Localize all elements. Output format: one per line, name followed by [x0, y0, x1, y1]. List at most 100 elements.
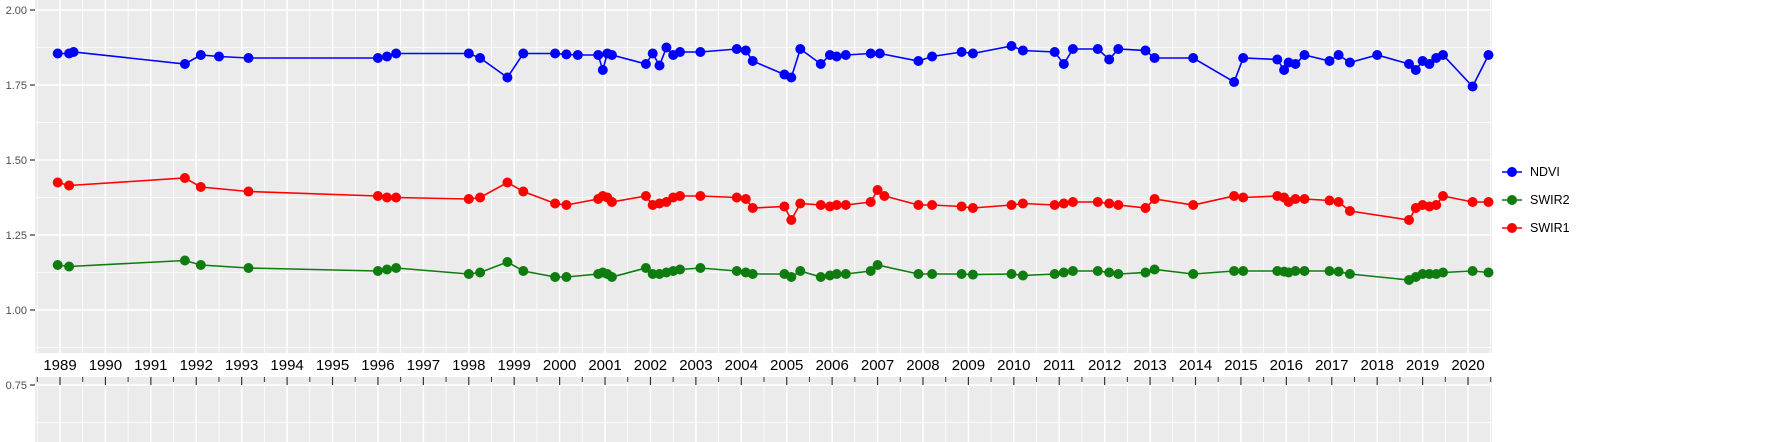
- data-point-ndvi: [967, 48, 978, 59]
- data-point-swir1: [675, 191, 685, 201]
- data-point-swir2: [795, 266, 806, 276]
- data-point-ndvi: [1149, 53, 1160, 63]
- x-axis-label: 2003: [679, 357, 712, 374]
- x-axis-label: 2006: [815, 357, 848, 374]
- x-axis-label: 2017: [1315, 357, 1348, 374]
- data-point-swir1: [640, 191, 651, 201]
- y-axis-label: 1.75: [6, 80, 27, 92]
- x-axis-label: 1999: [498, 357, 531, 374]
- x-axis-label: 2009: [952, 357, 985, 374]
- data-point-swir1: [967, 203, 978, 213]
- data-point-swir1: [872, 185, 883, 195]
- data-point-ndvi: [831, 51, 842, 62]
- x-axis-label: 2008: [906, 357, 939, 374]
- x-axis-label: 2002: [634, 357, 667, 374]
- x-axis-label: 2018: [1360, 357, 1393, 374]
- data-point-swir2: [927, 269, 938, 279]
- data-point-swir1: [1092, 197, 1103, 207]
- data-point-swir2: [1113, 269, 1124, 279]
- data-point-ndvi: [913, 56, 924, 66]
- x-axis-label: 2012: [1088, 357, 1121, 374]
- data-point-swir1: [1238, 192, 1249, 203]
- data-point-swir2: [831, 269, 842, 279]
- data-point-ndvi: [463, 48, 474, 59]
- x-axis-label: 2015: [1224, 357, 1257, 374]
- y-axis-label: 2.00: [6, 5, 27, 17]
- data-point-swir2: [675, 264, 685, 275]
- data-point-swir2: [372, 266, 383, 276]
- data-point-swir2: [1104, 267, 1115, 278]
- data-point-swir2: [1188, 269, 1199, 279]
- data-point-ndvi: [747, 56, 758, 66]
- data-point-swir1: [840, 200, 851, 210]
- y-axis-label: 1.00: [6, 305, 27, 317]
- x-axis-label: 2020: [1451, 357, 1484, 374]
- data-point-ndvi: [865, 48, 876, 59]
- data-point-swir2: [640, 263, 651, 273]
- data-point-swir1: [865, 197, 876, 207]
- data-point-ndvi: [1438, 50, 1448, 60]
- data-point-ndvi: [661, 42, 672, 53]
- legend-key-ndvi: [1507, 167, 1517, 177]
- data-point-ndvi: [1113, 44, 1124, 54]
- data-point-swir2: [1467, 266, 1478, 276]
- legend-key-swir2: [1507, 195, 1517, 205]
- x-axis-label: 1996: [361, 357, 394, 374]
- data-point-ndvi: [391, 48, 402, 59]
- data-point-ndvi: [179, 59, 190, 69]
- data-point-ndvi: [1410, 65, 1421, 75]
- data-point-swir1: [1290, 194, 1301, 204]
- data-point-ndvi: [1299, 50, 1310, 60]
- data-point-swir2: [475, 267, 486, 278]
- data-point-swir2: [913, 269, 924, 279]
- data-point-swir2: [195, 260, 206, 270]
- data-point-swir2: [731, 266, 742, 276]
- data-point-ndvi: [1324, 56, 1335, 66]
- data-point-ndvi: [956, 47, 967, 57]
- data-point-swir1: [64, 180, 75, 191]
- data-point-swir1: [879, 191, 890, 201]
- data-point-swir2: [1238, 266, 1249, 276]
- data-point-swir2: [1006, 269, 1017, 279]
- data-point-swir2: [64, 261, 75, 272]
- data-point-ndvi: [840, 50, 851, 60]
- legend-label-swir2: SWIR2: [1530, 193, 1570, 207]
- data-point-swir1: [195, 182, 206, 192]
- data-point-swir1: [1324, 195, 1335, 206]
- data-point-swir1: [243, 186, 254, 197]
- data-point-swir1: [1404, 215, 1414, 225]
- data-point-swir2: [840, 269, 851, 279]
- y-axis-label: 1.50: [6, 155, 27, 167]
- data-point-ndvi: [68, 47, 79, 57]
- data-point-ndvi: [695, 47, 706, 57]
- legend-label-ndvi: NDVI: [1530, 165, 1560, 179]
- data-point-ndvi: [740, 45, 751, 56]
- data-point-swir1: [927, 200, 938, 210]
- data-point-swir2: [1483, 267, 1494, 278]
- data-point-ndvi: [52, 48, 63, 59]
- data-point-swir1: [463, 194, 474, 204]
- data-point-ndvi: [1104, 54, 1115, 65]
- data-point-ndvi: [550, 48, 561, 59]
- data-point-swir2: [463, 269, 474, 279]
- data-point-swir2: [550, 272, 561, 282]
- data-point-ndvi: [475, 53, 486, 63]
- data-point-swir1: [1104, 198, 1115, 209]
- legend-item-ndvi: NDVI: [1502, 165, 1560, 179]
- data-point-ndvi: [1140, 45, 1151, 56]
- data-point-swir1: [1006, 200, 1017, 210]
- data-point-swir2: [1092, 266, 1103, 276]
- data-point-ndvi: [731, 44, 742, 54]
- series-ndvi: [52, 41, 1494, 92]
- data-point-ndvi: [195, 50, 206, 60]
- x-axis-label: 2014: [1179, 357, 1212, 374]
- data-point-swir2: [561, 272, 572, 282]
- data-point-ndvi: [1229, 77, 1240, 87]
- data-point-ndvi: [1467, 81, 1478, 92]
- data-point-swir2: [1017, 270, 1028, 281]
- data-point-swir1: [913, 200, 924, 210]
- x-axis-label: 1997: [407, 357, 440, 374]
- data-point-swir1: [372, 191, 383, 201]
- data-point-swir2: [872, 260, 883, 270]
- data-point-ndvi: [1483, 50, 1494, 60]
